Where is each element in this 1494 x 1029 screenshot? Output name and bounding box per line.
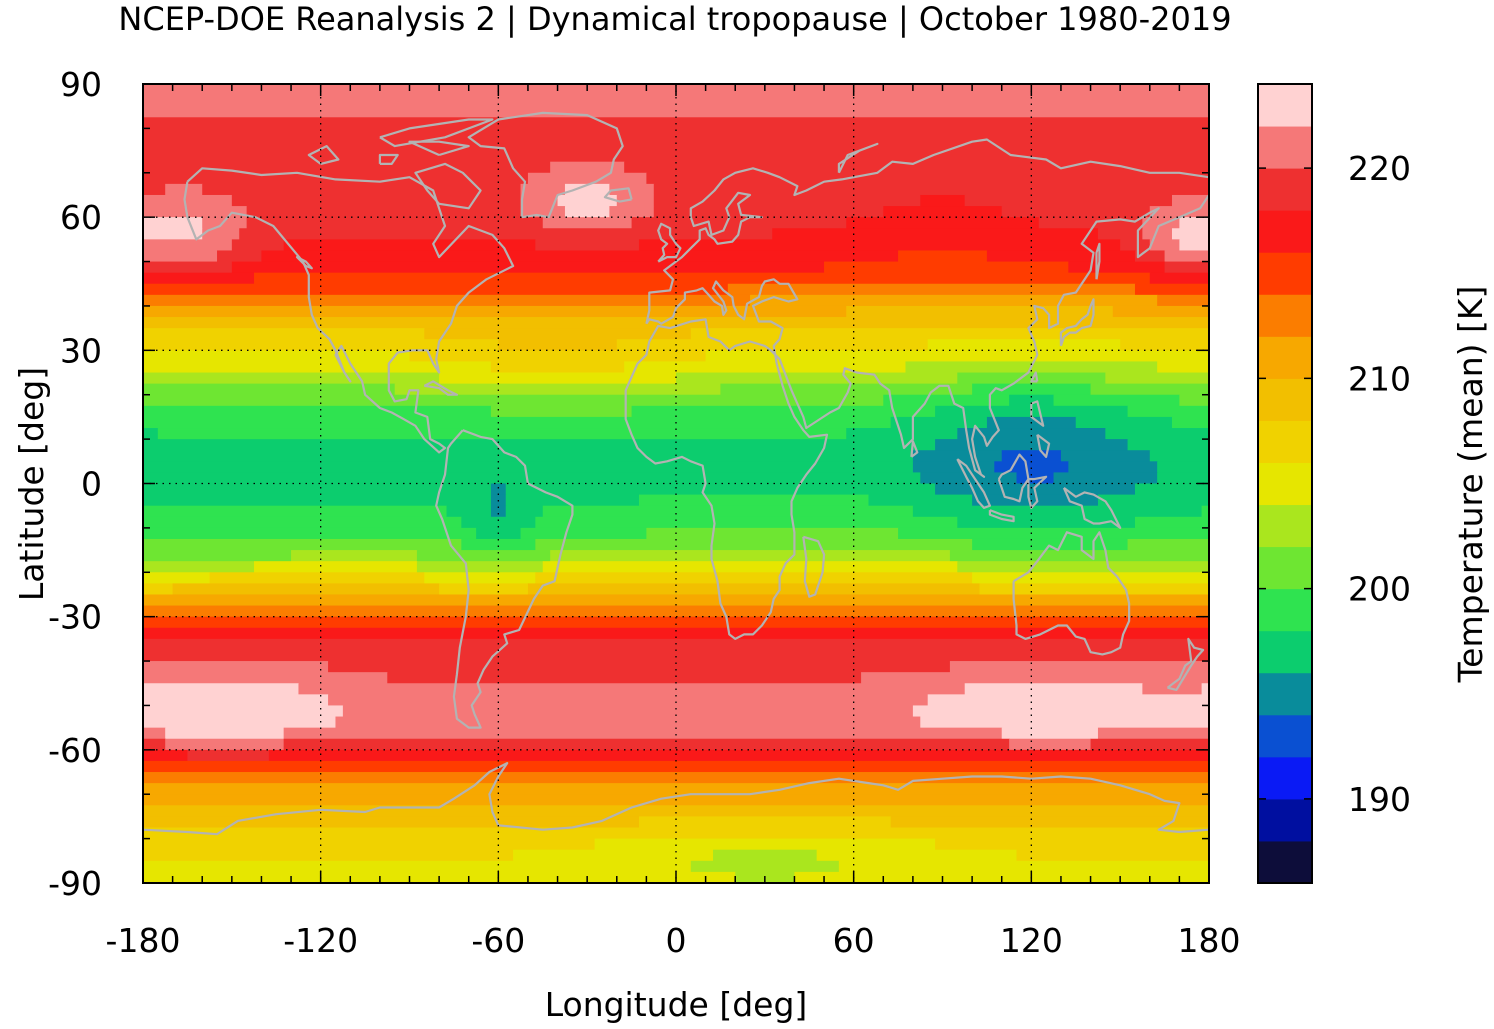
colorbar-level (1258, 546, 1312, 590)
coastline-segment (295, 256, 313, 270)
coastline-segment (1030, 371, 1039, 383)
coastline-segment (378, 153, 399, 165)
x-tick-label: 60 (833, 921, 875, 960)
colorbar-level (1258, 588, 1312, 632)
coastline-segment (1059, 298, 1095, 347)
coastline-segment (408, 140, 470, 157)
x-tick-label: 180 (1178, 921, 1241, 960)
colorbar-level (1258, 504, 1312, 548)
colorbar-level (1258, 378, 1312, 421)
coastline-segment (1062, 487, 1122, 529)
colorbar-level (1258, 294, 1312, 337)
colorbar-tick-label: 210 (1348, 359, 1411, 398)
coastline-segment (657, 222, 682, 263)
coastline-segment (183, 167, 515, 454)
coastline-segment (624, 194, 1209, 640)
colorbar-level (1258, 798, 1312, 842)
colorbar-level (1258, 84, 1312, 127)
colorbar-level (1258, 210, 1312, 253)
coastline-segment (837, 142, 879, 174)
colorbar (1258, 84, 1312, 884)
x-axis: -180 -120 -60 0 60 120 180 (106, 84, 1241, 960)
coastline-segment (956, 458, 991, 509)
y-tick-label: 60 (60, 198, 102, 237)
coastline-segment (997, 453, 1030, 503)
coastline-segment (143, 762, 1209, 836)
colorbar-level (1258, 462, 1312, 506)
colorbar-level (1258, 630, 1312, 674)
coastline-segment (1027, 475, 1048, 509)
y-tick-label: -60 (48, 731, 102, 770)
colorbar-tick-label: 200 (1348, 570, 1411, 609)
x-tick-label: -180 (106, 921, 181, 960)
y-tick-label: -90 (48, 864, 102, 903)
colorbar-level (1258, 252, 1312, 295)
y-axis-label: Latitude [deg] (12, 367, 51, 601)
coastlines (143, 111, 1209, 836)
coastline-segment (1036, 433, 1051, 458)
coastline-segment (1030, 400, 1045, 427)
x-tick-label: -60 (471, 921, 525, 960)
chart-title: NCEP-DOE Reanalysis 2 | Dynamical tropop… (118, 0, 1231, 38)
coastline-segment (603, 187, 633, 203)
coastline-segment (423, 380, 458, 396)
colorbar-level (1258, 336, 1312, 379)
colorbar-level (1258, 126, 1312, 169)
y-tick-label: 30 (60, 331, 102, 370)
coastline-segment (435, 429, 574, 729)
colorbar-ticks: 190 200 210 220 (1258, 149, 1411, 819)
x-tick-label: -120 (283, 921, 358, 960)
coastline-segment (414, 162, 482, 210)
y-tick-label: 90 (60, 65, 102, 104)
colorbar-tick-label: 220 (1348, 149, 1411, 188)
x-tick-label: 0 (666, 921, 687, 960)
y-tick-label: 0 (81, 465, 102, 504)
coastline-segment (1095, 242, 1101, 280)
coastline-segment (645, 138, 1209, 324)
colorbar-tick-label: 190 (1348, 780, 1411, 819)
coastline-segment (1012, 531, 1131, 656)
colorbar-level (1258, 168, 1312, 211)
colorbar-level (1258, 672, 1312, 716)
coastline-segment (467, 111, 624, 219)
coastline-segment (307, 145, 340, 165)
colorbar-level (1258, 756, 1312, 800)
colorbar-frame (1257, 83, 1313, 884)
coastline-segment (988, 509, 1015, 523)
x-axis-label: Longitude [deg] (545, 985, 808, 1024)
y-tick-label: -30 (48, 598, 102, 637)
grid-lines (143, 84, 1209, 883)
y-axis: 90 60 30 0 -30 -60 -90 (48, 65, 1209, 903)
colorbar-level (1258, 840, 1312, 884)
coastline-segment (910, 440, 919, 458)
coastline-segment (379, 118, 494, 148)
colorbar-label: Temperature (mean) [K] (1451, 286, 1490, 684)
coastline-segment (1166, 637, 1205, 691)
x-tick-label: 120 (1000, 921, 1063, 960)
coastline-segment (802, 535, 826, 598)
colorbar-level (1258, 714, 1312, 758)
colorbar-level (1258, 420, 1312, 463)
